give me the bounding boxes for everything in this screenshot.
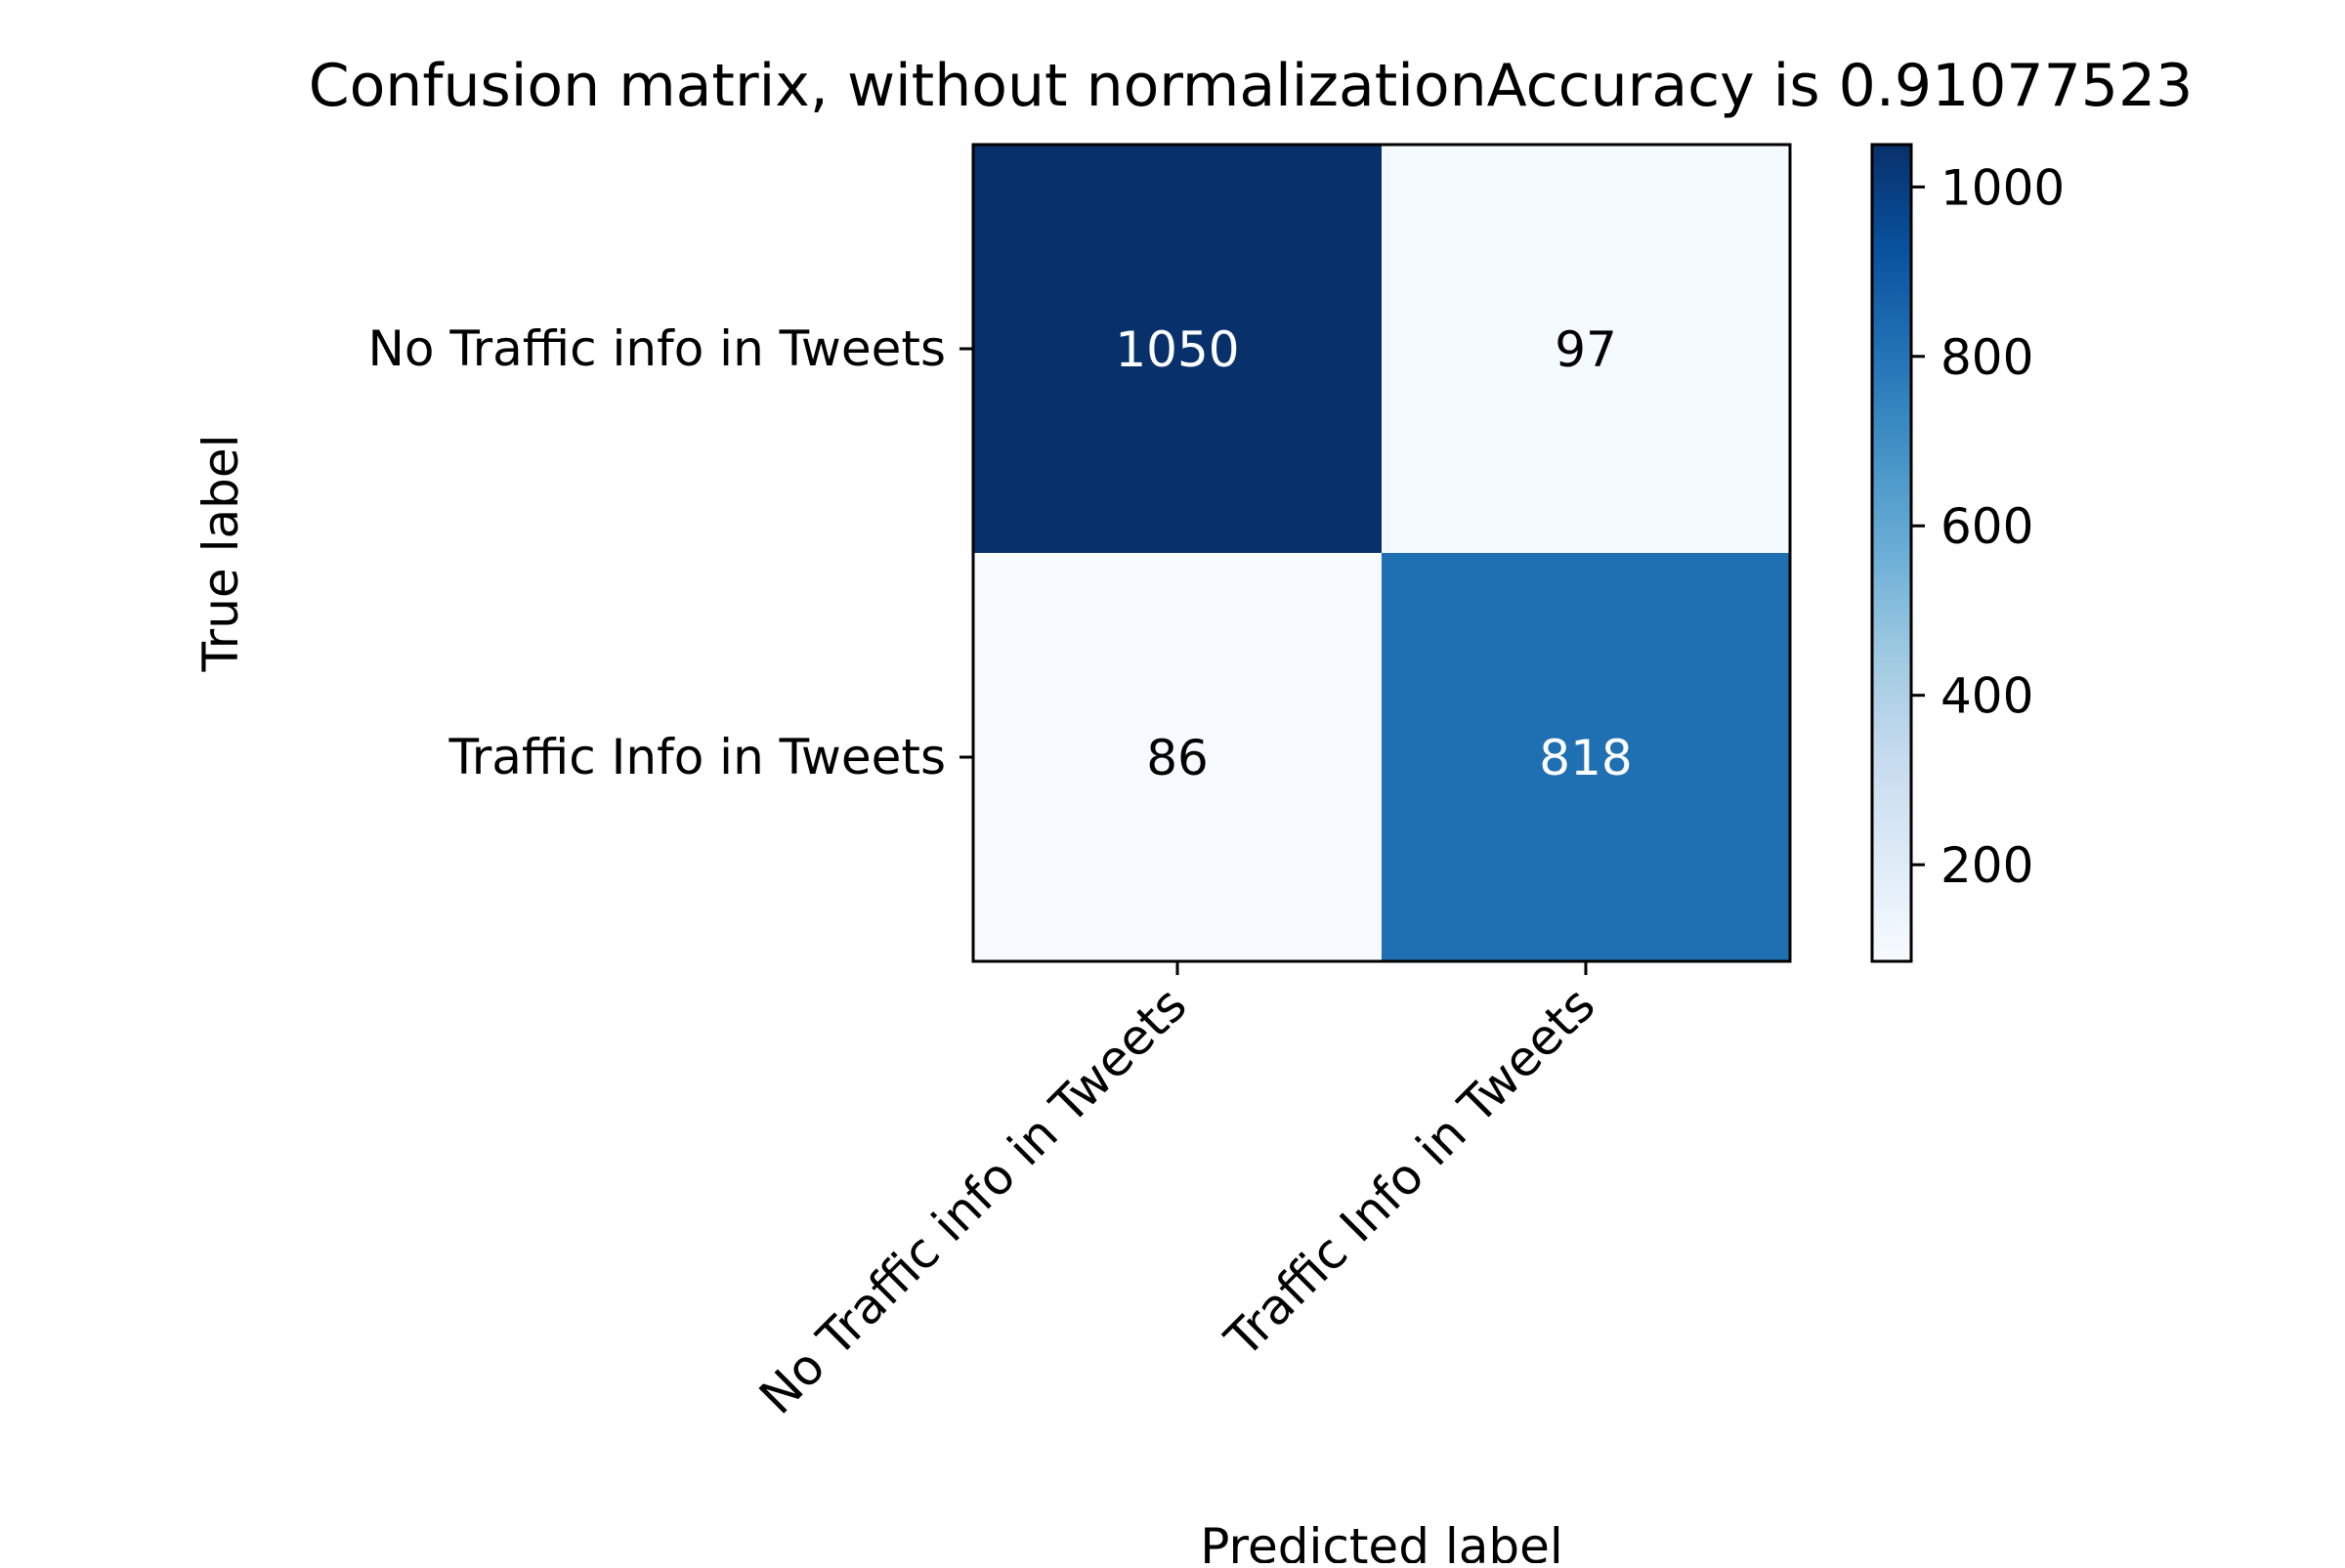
cell-value-label: 86 [1146, 730, 1209, 786]
heatmap-cell [1382, 145, 1790, 553]
plot-frame [971, 143, 1792, 963]
colorbar-tick-label: 200 [1940, 837, 2033, 894]
y-tick-label: No Traffic info in Tweets [368, 320, 946, 377]
cell-value-label: 97 [1555, 321, 1617, 378]
y-axis-label: True label [192, 434, 249, 672]
colorbar-tick-label: 1000 [1940, 159, 2065, 216]
heatmap-cell [1382, 553, 1790, 961]
x-tick-label: No Traffic info in Tweets [748, 976, 1197, 1424]
colorbar-ticks: 200 400 600 800 1000 [1911, 159, 2065, 894]
x-tick-label: Traffic Info in Tweets [1214, 976, 1605, 1368]
heatmap-cell [973, 553, 1382, 961]
y-tick-label: Traffic Info in Tweets [448, 729, 946, 785]
cell-value-label: 818 [1539, 730, 1632, 786]
colorbar-tick-label: 600 [1940, 498, 2033, 555]
colorbar-tick-label: 400 [1940, 668, 2033, 725]
heatmap-cell [973, 145, 1382, 553]
colorbar-tick-label: 800 [1940, 329, 2033, 386]
cell-value-label: 1050 [1115, 321, 1239, 378]
heatmap-cell-labels: 1050 97 86 818 [1115, 321, 1632, 786]
chart-title: Confusion matrix, without normalizationA… [309, 52, 2194, 120]
y-axis-ticks: No Traffic info in Tweets Traffic Info in… [368, 320, 973, 785]
colorbar [1870, 143, 1913, 963]
heatmap-cells [973, 145, 1790, 961]
x-axis-label: Predicted label [1200, 1518, 1563, 1563]
x-axis-ticks: No Traffic info in Tweets Traffic Info in… [748, 961, 1605, 1425]
